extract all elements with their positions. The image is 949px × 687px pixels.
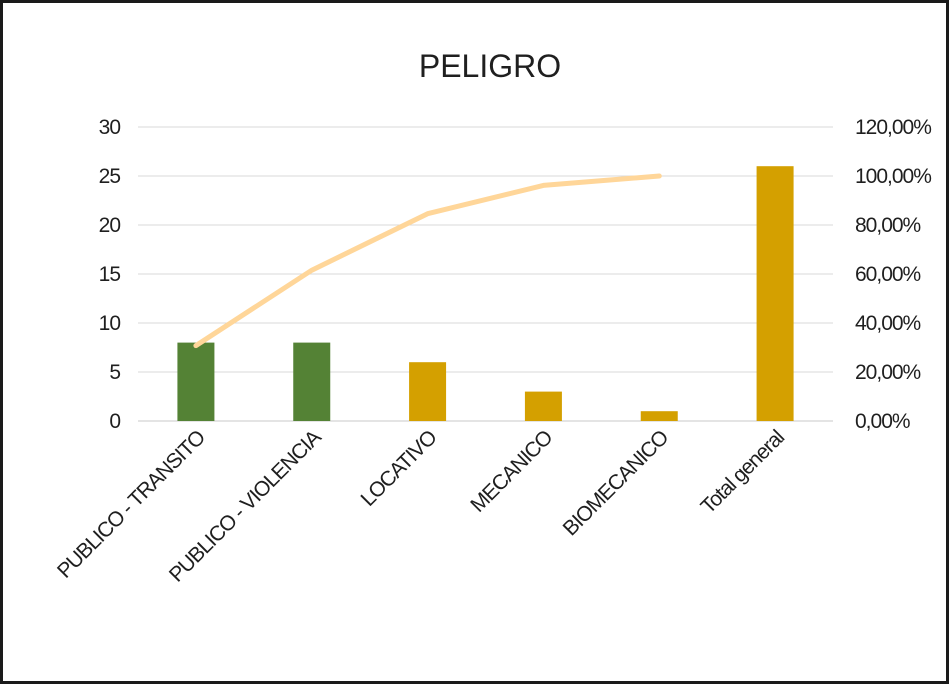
bar [177,342,215,421]
y-tick-label: 25 [99,165,121,188]
bars [177,166,794,421]
y2-tick-label: 80,00% [855,214,921,237]
y2-tick-label: 100,00% [855,165,931,188]
gridlines [138,126,833,422]
y2-tick-label: 120,00% [855,116,931,139]
left-axis: 0 5 10 15 20 25 30 [99,116,122,433]
category-label: BIOMECANICO [559,426,674,541]
y2-tick-label: 20,00% [855,361,921,384]
category-label: Total general [697,426,789,518]
cumulative-percent-line [193,173,662,349]
bar [524,391,562,421]
y2-tick-label: 0,00% [855,410,910,433]
bar [756,166,794,421]
right-axis: 0,00% 20,00% 40,00% 60,00% 80,00% 100,00% 120,… [855,116,932,433]
category-label: LOCATIVO [357,426,442,511]
y-tick-label: 20 [99,214,121,237]
pareto-chart: PELIGRO 0 5 10 15 20 25 30 0,00% 20,00% 40,00% 60… [53,48,932,587]
chart-title: PELIGRO [419,48,561,84]
bar [409,362,447,421]
category-label: MECANICO [466,426,557,517]
y-tick-label: 0 [109,410,120,433]
y-tick-label: 30 [99,116,121,139]
y-tick-label: 15 [99,263,121,286]
y2-tick-label: 40,00% [855,312,921,335]
y2-tick-label: 60,00% [855,263,921,286]
bar [293,342,331,421]
y-tick-label: 5 [109,361,120,384]
y-tick-label: 10 [99,312,121,335]
cumulative-line [193,173,662,349]
bar [640,411,678,421]
